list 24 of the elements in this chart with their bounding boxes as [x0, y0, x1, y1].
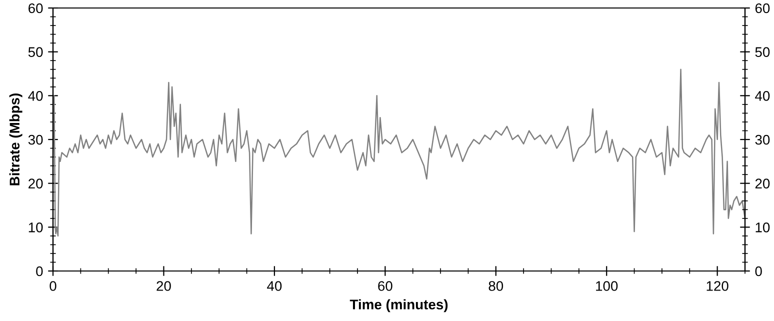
- y-tick-label: 40: [28, 91, 43, 101]
- x-tick-label: 0: [50, 281, 56, 291]
- y2-tick-label: 30: [755, 134, 770, 145]
- y2-tick-label: 20: [755, 178, 770, 189]
- y2-tick-label: 60: [755, 3, 770, 14]
- y2-tick-label: 40: [755, 91, 770, 101]
- line-series: [53, 68, 745, 237]
- x-tick-label: 20: [156, 281, 171, 291]
- x-axis-title: Time (minutes): [350, 299, 448, 312]
- y-axis-title: Bitrate (Mbps): [9, 94, 22, 186]
- y-tick-label: 20: [28, 178, 43, 189]
- y2-tick-label: 10: [756, 222, 770, 232]
- y-tick-label: 30: [28, 134, 43, 145]
- y-tick-label: 50: [28, 47, 43, 58]
- x-tick-label: 40: [267, 281, 282, 291]
- y2-tick-label: 0: [755, 266, 762, 276]
- y-tick-label: 10: [28, 222, 43, 232]
- y2-tick-label: 50: [755, 47, 770, 58]
- x-tick-label: 120: [706, 281, 728, 291]
- x-tick-label: 80: [488, 281, 504, 291]
- y-tick-label: 0: [36, 266, 43, 276]
- x-tick-label: 60: [378, 281, 392, 291]
- y-tick-label: 60: [28, 3, 43, 14]
- x-tick-label: 100: [596, 281, 618, 291]
